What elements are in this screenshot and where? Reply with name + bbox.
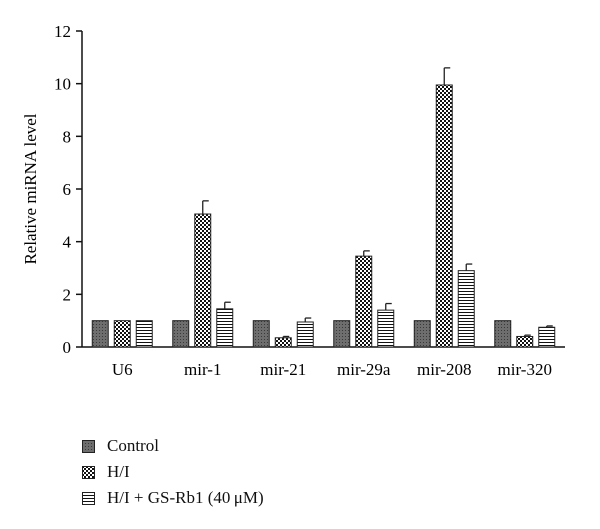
legend-swatch [82, 439, 95, 453]
bar-mir-29a-series-1 [355, 255, 373, 348]
bar-mir-208-series-2 [457, 270, 475, 348]
x-tick-label: U6 [112, 360, 133, 379]
x-tick-label: mir-208 [417, 360, 471, 379]
legend: Control H/I H/I + GS-Rb1 (40 μM) [82, 433, 264, 511]
y-tick-label: 4 [63, 233, 72, 252]
y-ticks: 0 2 4 6 8 10 12 [54, 22, 82, 357]
bar-mir-29a-series-2 [377, 309, 395, 348]
legend-item: Control [82, 433, 264, 459]
legend-swatch [82, 465, 95, 479]
legend-label: H/I + GS-Rb1 (40 μM) [107, 488, 264, 507]
y-tick-label: 2 [63, 285, 72, 304]
legend-label: H/I [107, 462, 130, 481]
y-axis-label: Relative miRNA level [21, 113, 40, 264]
legend-item: H/I [82, 459, 264, 485]
y-tick-label: 12 [54, 22, 71, 41]
bar-mir-208-series-0 [413, 320, 431, 348]
x-tick-label: mir-29a [337, 360, 391, 379]
bar-mir-1-series-0 [172, 320, 190, 348]
bar-mir-1-series-1 [194, 213, 212, 348]
bar-mir-29a-series-0 [333, 320, 351, 348]
bar-mir-208-series-1 [435, 84, 453, 348]
x-tick-label: mir-320 [498, 360, 552, 379]
bar-U6-series-1 [113, 320, 131, 348]
bar-mir-21-series-2 [296, 321, 314, 348]
bar-mir-21-series-1 [274, 337, 292, 348]
y-tick-label: 6 [63, 180, 72, 199]
y-tick-label: 10 [54, 75, 71, 94]
x-tick-label: mir-1 [184, 360, 221, 379]
x-tick-label: mir-21 [260, 360, 306, 379]
bar-mir-320-series-0 [494, 320, 512, 348]
axes: Relative miRNA level [21, 31, 565, 348]
legend-label: Control [107, 436, 159, 455]
bar-chart: Relative miRNA level 0 2 4 6 8 10 12 U6 mir-1 mi… [21, 22, 565, 379]
bar-mir-320-series-1 [516, 335, 534, 348]
legend-item: H/I + GS-Rb1 (40 μM) [82, 485, 264, 511]
legend-swatch [82, 491, 95, 505]
y-tick-label: 8 [63, 127, 72, 146]
x-tick-labels: U6 mir-1 mir-21 mir-29a mir-208 mir-320 [112, 360, 552, 379]
bar-mir-320-series-2 [538, 326, 556, 348]
bar-mir-1-series-2 [216, 308, 234, 348]
y-tick-label: 0 [63, 338, 72, 357]
bar-U6-series-2 [135, 320, 153, 348]
bars [91, 67, 556, 348]
bar-mir-21-series-0 [252, 320, 270, 348]
bar-U6-series-0 [91, 320, 109, 348]
